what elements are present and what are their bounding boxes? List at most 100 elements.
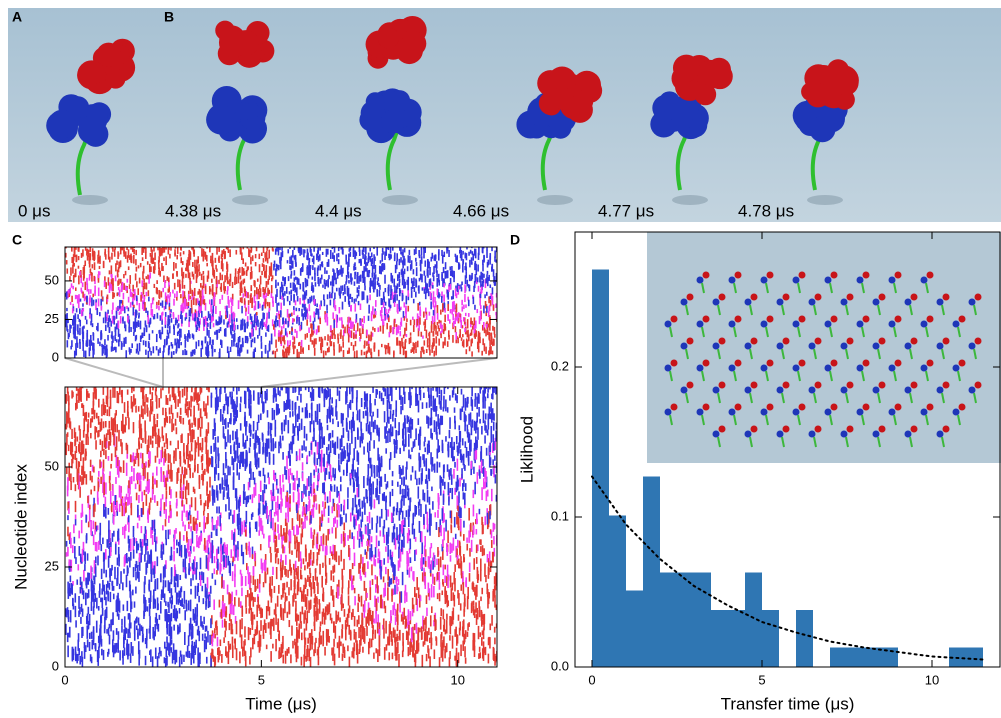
trace <box>455 332 457 340</box>
trace <box>301 419 303 430</box>
trace <box>216 276 218 284</box>
trace <box>288 420 290 433</box>
panel-label: B <box>164 9 174 25</box>
trace <box>413 269 415 274</box>
trace <box>334 503 336 511</box>
trace <box>263 265 265 271</box>
trace <box>98 288 100 297</box>
trace <box>279 319 281 327</box>
trace <box>149 411 151 422</box>
trace <box>423 250 425 259</box>
trace <box>326 249 328 257</box>
trace <box>275 319 277 328</box>
trace <box>471 540 473 552</box>
trace <box>113 531 115 537</box>
trace <box>89 340 91 347</box>
trace <box>319 504 321 513</box>
trace <box>445 399 447 411</box>
trace <box>86 283 88 291</box>
trace <box>82 308 84 312</box>
trace <box>474 317 476 326</box>
trace <box>254 314 256 323</box>
trace <box>488 638 490 646</box>
trace <box>154 418 156 431</box>
trace <box>86 389 88 401</box>
trace <box>413 283 415 286</box>
trace <box>437 593 439 599</box>
trace <box>336 254 338 262</box>
trace <box>283 401 285 412</box>
trace <box>341 534 343 544</box>
trace <box>204 469 206 475</box>
trace <box>360 259 362 266</box>
trace <box>101 306 103 309</box>
trace <box>138 406 140 412</box>
blob-red <box>378 27 399 48</box>
trace <box>465 313 467 316</box>
trace <box>258 289 260 295</box>
trace <box>291 313 293 317</box>
trace <box>221 576 223 588</box>
trace <box>332 545 334 556</box>
trace <box>193 297 195 305</box>
trace <box>76 579 78 584</box>
trace <box>124 425 126 433</box>
trace <box>332 419 334 425</box>
trace <box>107 295 109 300</box>
trace <box>260 413 262 420</box>
trace <box>140 321 142 330</box>
trace <box>126 287 128 290</box>
trace <box>432 316 434 324</box>
trace <box>331 405 333 415</box>
trace <box>112 316 114 324</box>
trace <box>465 272 467 279</box>
trace <box>156 346 158 350</box>
trace <box>418 627 420 640</box>
trace <box>200 298 202 306</box>
trace <box>364 286 366 291</box>
trace <box>79 328 81 336</box>
trace <box>125 325 127 332</box>
trace <box>484 516 486 525</box>
trace <box>382 325 384 333</box>
trace <box>273 324 275 329</box>
trace <box>362 647 364 653</box>
trace <box>454 407 456 412</box>
trace <box>256 316 258 323</box>
trace <box>461 255 463 260</box>
trace <box>264 324 266 327</box>
trace <box>377 597 379 603</box>
trace <box>492 326 494 331</box>
trace <box>87 339 89 347</box>
trace <box>79 656 81 665</box>
trace <box>78 256 80 260</box>
trace <box>340 329 342 336</box>
trace <box>487 262 489 268</box>
trace <box>184 349 186 355</box>
trace <box>66 268 68 273</box>
trace <box>447 290 449 298</box>
trace <box>443 528 445 541</box>
trace <box>428 261 430 268</box>
trace <box>160 303 162 306</box>
trace <box>186 468 188 474</box>
trace <box>392 275 394 283</box>
trace <box>79 475 81 481</box>
trace <box>203 271 205 275</box>
trace <box>432 285 434 288</box>
blob-blue <box>49 110 75 136</box>
trace <box>347 404 349 417</box>
trace <box>169 597 171 603</box>
trace <box>392 327 394 334</box>
trace <box>322 285 324 288</box>
trace <box>104 339 106 345</box>
trace <box>191 497 193 507</box>
trace <box>488 310 490 317</box>
trace <box>230 327 232 333</box>
trace <box>371 518 373 530</box>
trace <box>412 283 414 289</box>
trace <box>223 580 225 589</box>
trace <box>101 404 103 416</box>
trace <box>318 277 320 281</box>
trace <box>357 272 359 276</box>
